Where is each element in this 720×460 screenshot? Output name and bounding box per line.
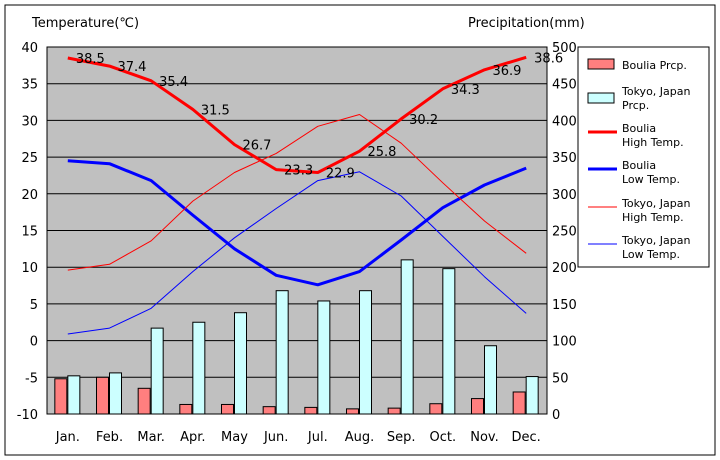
data-label: 22.9 <box>326 167 355 182</box>
x-tick-label: Aug. <box>345 430 375 445</box>
legend-label: Low Temp. <box>622 248 680 261</box>
bar-boulia-prcp <box>262 406 276 415</box>
y-right-tick-label: 500 <box>552 41 577 56</box>
bar-tokyo-prcp <box>234 312 247 415</box>
x-tick-label: Jun. <box>263 430 288 445</box>
y-right-tick-label: 400 <box>552 114 577 129</box>
legend-box <box>577 46 710 268</box>
bar-boulia-prcp <box>137 387 151 415</box>
data-label: 26.7 <box>243 139 272 154</box>
bar-tokyo-prcp <box>484 345 497 415</box>
data-label: 25.8 <box>368 145 397 160</box>
line-boulia-high <box>67 55 527 174</box>
bar-boulia-prcp <box>96 376 109 415</box>
y-right-tick-label: 100 <box>552 335 577 350</box>
x-tick-label: Jul. <box>307 430 328 445</box>
bar-tokyo-prcp <box>275 290 289 415</box>
legend-swatch <box>587 92 615 104</box>
bar-boulia-prcp <box>429 403 443 415</box>
data-label: 38.6 <box>534 51 563 66</box>
legend-label: Tokyo, Japan <box>621 85 690 98</box>
legend-label: Prcp. <box>622 99 649 112</box>
legend-label: Tokyo, Japan <box>621 234 690 247</box>
data-label: 35.4 <box>159 75 188 90</box>
bar-tokyo-prcp <box>317 300 331 415</box>
bar-tokyo-prcp <box>359 290 372 415</box>
y-right-tick-label: 150 <box>552 298 577 313</box>
y-left-tick-label: 25 <box>21 151 38 166</box>
y-left-tick-label: 0 <box>30 335 38 350</box>
data-label: 36.9 <box>493 64 522 79</box>
bar-boulia-prcp <box>304 406 318 415</box>
y-right-tick-label: 200 <box>552 261 577 276</box>
bar-boulia-prcp <box>346 408 359 415</box>
legend-label: Boulia <box>622 159 656 172</box>
data-label: 38.5 <box>76 52 105 67</box>
bar-boulia-prcp <box>179 403 193 415</box>
bar-tokyo-prcp <box>150 327 164 415</box>
y-left-tick-label: -5 <box>25 371 38 386</box>
y-right-tick-label: 0 <box>552 408 560 423</box>
bar-tokyo-prcp <box>109 372 122 415</box>
data-label: 23.3 <box>284 164 313 179</box>
y-left-tick-label: 40 <box>21 41 38 56</box>
bar-boulia-prcp <box>54 378 68 415</box>
y-left-tick-label: 35 <box>21 78 38 93</box>
data-label: 37.4 <box>118 60 147 75</box>
bar-tokyo-prcp <box>442 268 456 415</box>
x-tick-label: Apr. <box>180 430 205 445</box>
y-left-axis-title: Temperature(℃) <box>31 16 139 31</box>
bar-boulia-prcp <box>512 391 526 415</box>
x-tick-label: Oct. <box>430 430 457 445</box>
bar-boulia-prcp <box>471 398 484 415</box>
line-boulia-low <box>67 159 527 287</box>
x-tick-label: Sep. <box>387 430 416 445</box>
legend-label: Boulia <box>622 122 656 135</box>
bar-tokyo-prcp <box>67 375 81 415</box>
x-tick-label: Feb. <box>96 430 123 445</box>
legend-label: High Temp. <box>622 211 684 224</box>
x-tick-label: Jan. <box>55 430 80 445</box>
legend-label: Low Temp. <box>622 173 680 186</box>
data-label: 34.3 <box>451 83 480 98</box>
data-label: 31.5 <box>201 103 230 118</box>
legend-label: High Temp. <box>622 136 684 149</box>
y-left-tick-label: -10 <box>17 408 38 423</box>
bar-boulia-prcp <box>221 403 234 415</box>
bar-boulia-prcp <box>387 407 401 415</box>
x-tick-label: Mar. <box>137 430 164 445</box>
data-label: 30.2 <box>409 113 438 128</box>
y-left-tick-label: 15 <box>21 225 38 240</box>
bar-tokyo-prcp <box>192 321 206 415</box>
y-left-tick-label: 20 <box>21 188 38 203</box>
y-right-axis-title: Precipitation(mm) <box>468 16 585 31</box>
y-right-tick-label: 350 <box>552 151 577 166</box>
legend-swatch <box>587 58 615 70</box>
y-right-tick-label: 50 <box>552 371 569 386</box>
x-tick-label: May <box>221 430 248 445</box>
y-left-tick-label: 10 <box>21 261 38 276</box>
legend-label: Boulia Prcp. <box>622 59 687 72</box>
y-left-tick-label: 5 <box>30 298 38 313</box>
plot-border <box>46 46 548 415</box>
line-tokyo-low <box>67 171 527 335</box>
x-tick-label: Nov. <box>470 430 499 445</box>
line-tokyo-high <box>67 114 527 271</box>
y-right-tick-label: 250 <box>552 225 577 240</box>
y-left-tick-label: 30 <box>21 114 38 129</box>
x-tick-label: Dec. <box>512 430 541 445</box>
legend-label: Tokyo, Japan <box>621 197 690 210</box>
y-right-tick-label: 450 <box>552 78 577 93</box>
bar-tokyo-prcp <box>400 259 414 415</box>
bar-tokyo-prcp <box>525 376 539 415</box>
y-right-tick-label: 300 <box>552 188 577 203</box>
